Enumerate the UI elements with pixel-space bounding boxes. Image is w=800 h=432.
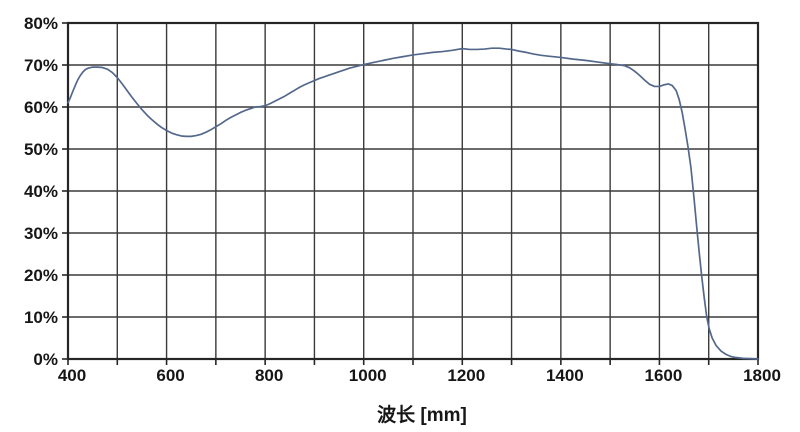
x-tick-label: 800: [255, 366, 283, 385]
y-tick-label: 80%: [24, 14, 58, 33]
x-tick-label: 400: [58, 366, 86, 385]
y-tick-label: 40%: [24, 182, 58, 201]
x-tick-label: 1600: [645, 366, 683, 385]
x-tick-label: 1800: [743, 366, 781, 385]
x-axis-labels: 400 600 800 1000 1200 1400 1600 1800: [58, 366, 781, 385]
x-axis-title: 波长 [mm]: [377, 403, 467, 426]
y-tick-label: 70%: [24, 56, 58, 75]
x-tick-label: 1200: [447, 366, 485, 385]
y-tick-label: 10%: [24, 308, 58, 327]
y-tick-label: 0%: [33, 350, 58, 369]
y-tick-label: 30%: [24, 224, 58, 243]
x-tick-label: 1000: [349, 366, 387, 385]
gridlines: [67, 22, 759, 360]
plot-border: [66, 21, 760, 361]
response-curve: [67, 47, 759, 360]
y-tick-label: 50%: [24, 140, 58, 159]
x-tick-label: 600: [156, 366, 184, 385]
x-tick-label: 1400: [546, 366, 584, 385]
y-axis-labels: 0% 10% 20% 30% 40% 50% 60% 70% 80%: [24, 14, 58, 369]
y-tick-label: 20%: [24, 266, 58, 285]
y-tick-label: 60%: [24, 98, 58, 117]
